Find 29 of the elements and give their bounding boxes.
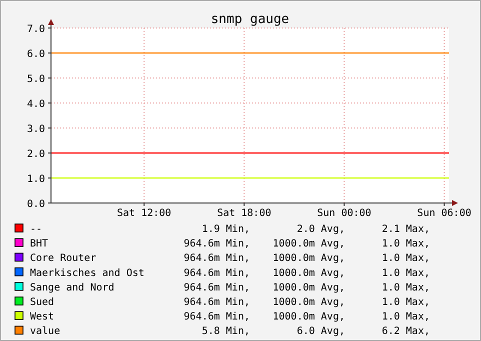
y-tick-label: 5.0 bbox=[26, 74, 45, 85]
y-tick-label: 1.0 bbox=[26, 174, 45, 185]
text: 5.8 Min, 6.0 Avg, 6.2 Max, bbox=[202, 326, 430, 338]
chart-title: snmp gauge bbox=[210, 12, 290, 27]
legend-label: West bbox=[30, 312, 54, 323]
text: 964.6m Min, 1000.0m Avg, 1.0 Max, bbox=[184, 253, 430, 264]
legend-label: Sued bbox=[30, 297, 54, 308]
y-tick-label: 7.0 bbox=[26, 24, 45, 35]
legend-label: Core Router bbox=[30, 253, 96, 264]
legend-label: value bbox=[30, 326, 60, 338]
x-tick-label: Sat 12:00 bbox=[117, 208, 172, 219]
legend-label: Sange and Nord bbox=[30, 282, 114, 294]
text: 1.9 Min, 2.0 Avg, 2.1 Max, bbox=[202, 224, 430, 235]
y-tick-label: 6.0 bbox=[26, 49, 45, 60]
y-tick-label: 4.0 bbox=[26, 99, 45, 110]
x-tick-label: Sat 18:00 bbox=[217, 208, 272, 219]
text: 964.6m Min, 1000.0m Avg, 1.0 Max, bbox=[184, 268, 430, 279]
y-tick-label: 3.0 bbox=[26, 124, 45, 135]
text: 964.6m Min, 1000.0m Avg, 1.0 Max, bbox=[184, 282, 430, 294]
legend-label: Maerkisches and Ost bbox=[30, 268, 144, 279]
text: 964.6m Min, 1000.0m Avg, 1.0 Max, bbox=[184, 238, 430, 250]
text: 964.6m Min, 1000.0m Avg, 1.0 Max, bbox=[184, 297, 430, 308]
x-tick-label: Sun 06:00 bbox=[417, 208, 472, 219]
legend-label: BHT bbox=[30, 238, 48, 250]
legend-label: -- bbox=[30, 224, 42, 235]
y-tick-label: 0.0 bbox=[26, 199, 45, 210]
x-tick-label: Sun 00:00 bbox=[317, 208, 372, 219]
text: 964.6m Min, 1000.0m Avg, 1.0 Max, bbox=[184, 312, 430, 323]
y-tick-label: 2.0 bbox=[26, 149, 45, 160]
